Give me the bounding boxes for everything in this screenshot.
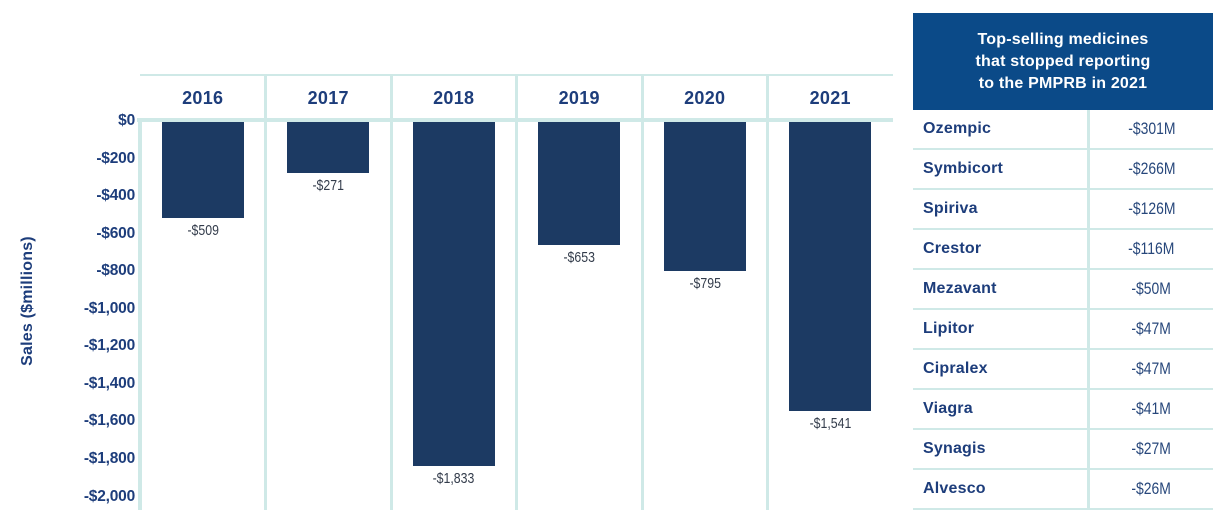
bar-value-label: -$1,833 <box>394 470 514 487</box>
column-divider <box>766 74 769 510</box>
column-divider <box>640 74 644 510</box>
medicine-value: -$47M <box>1087 310 1213 348</box>
bar <box>789 122 872 412</box>
y-tick-label: -$600 <box>96 224 135 242</box>
sales-bar-chart: Sales ($millions) $0 -$200 -$400 -$600 -$800… <box>19 74 893 510</box>
year-label: 2018 <box>433 88 475 108</box>
table-row: Crestor -$116M <box>913 230 1213 270</box>
y-tick-label: -$200 <box>96 149 135 167</box>
medicine-value-text: -$27M <box>1131 439 1172 458</box>
medicine-name: Cipralex <box>923 360 988 377</box>
bar <box>412 122 495 467</box>
medicine-value-text: -$26M <box>1131 479 1172 498</box>
year-label: 2017 <box>307 88 349 108</box>
bar <box>663 122 746 272</box>
y-tick-label: -$1,400 <box>83 374 135 392</box>
medicine-value-text: -$50M <box>1131 279 1172 298</box>
medicine-value: -$47M <box>1087 350 1213 388</box>
bar-value-label: -$271 <box>268 177 388 194</box>
y-tick-label: -$400 <box>96 187 135 205</box>
medicine-value-text: -$47M <box>1131 319 1172 338</box>
medicine-value: -$41M <box>1087 390 1213 428</box>
medicine-name: Viagra <box>923 400 973 417</box>
bar-value-label: -$795 <box>645 275 765 292</box>
table-row: Cipralex -$47M <box>913 350 1213 390</box>
bar-value-text: -$1,541 <box>809 415 852 433</box>
bar <box>161 122 244 218</box>
medicines-table: Top-selling medicines that stopped repor… <box>913 13 1213 510</box>
table-row: Lipitor -$47M <box>913 310 1213 350</box>
table-row: Mezavant -$50M <box>913 270 1213 310</box>
medicine-name: Spiriva <box>923 200 978 217</box>
medicine-value-text: -$266M <box>1127 159 1176 178</box>
medicine-name: Ozempic <box>923 120 992 137</box>
medicine-value: -$126M <box>1087 190 1213 228</box>
medicine-name: Synagis <box>923 440 986 457</box>
table-row: Alvesco -$26M <box>913 470 1213 510</box>
year-label: 2020 <box>684 88 726 108</box>
table-row: Spiriva -$126M <box>913 190 1213 230</box>
column-divider <box>389 74 393 510</box>
year-label: 2016 <box>182 88 224 108</box>
y-axis-line <box>138 118 142 510</box>
medicine-value-text: -$41M <box>1131 399 1172 418</box>
medicine-value: -$301M <box>1087 110 1213 148</box>
medicine-name: Crestor <box>923 240 982 257</box>
medicine-name: Symbicort <box>923 160 1004 177</box>
y-tick-label: -$800 <box>96 262 135 280</box>
y-tick-label: -$1,000 <box>83 299 135 317</box>
medicine-name: Mezavant <box>923 280 997 297</box>
table-row: Viagra -$41M <box>913 390 1213 430</box>
medicine-value: -$50M <box>1087 270 1213 308</box>
medicine-value-text: -$126M <box>1127 199 1176 218</box>
bar-value-text: -$653 <box>563 248 595 266</box>
bar-value-text: -$1,833 <box>432 470 475 488</box>
bar-value-label: -$1,541 <box>770 415 890 432</box>
medicine-value-text: -$47M <box>1131 359 1172 378</box>
y-tick-label: -$2,000 <box>83 487 135 505</box>
column-divider <box>515 74 518 510</box>
bar-value-text: -$795 <box>689 275 721 293</box>
bar-value-label: -$653 <box>519 249 639 266</box>
medicine-value: -$27M <box>1087 430 1213 468</box>
column-divider <box>264 74 267 510</box>
table-row: Ozempic -$301M <box>913 110 1213 150</box>
bar-value-text: -$509 <box>187 221 219 239</box>
bar-value-text: -$271 <box>312 176 344 194</box>
y-tick-label: -$1,600 <box>83 412 135 430</box>
y-tick-label: $0 <box>118 112 135 129</box>
bar-value-label: -$509 <box>143 222 263 239</box>
table-row: Symbicort -$266M <box>913 150 1213 190</box>
medicine-value: -$266M <box>1087 150 1213 188</box>
y-tick-label: -$1,800 <box>83 449 135 467</box>
bar <box>538 122 621 245</box>
medicine-name: Lipitor <box>923 320 975 337</box>
medicine-value-text: -$301M <box>1127 119 1176 138</box>
year-label: 2019 <box>558 88 600 108</box>
table-title: Top-selling medicines that stopped repor… <box>913 13 1213 110</box>
medicine-value: -$26M <box>1087 470 1213 508</box>
medicine-value: -$116M <box>1087 230 1213 268</box>
y-tick-label: -$1,200 <box>83 337 135 355</box>
medicine-value-text: -$116M <box>1128 239 1175 258</box>
table-body: Ozempic -$301M Symbicort -$266M Spiriva -$126… <box>913 110 1213 510</box>
table-row: Synagis -$27M <box>913 430 1213 470</box>
bar <box>287 122 370 173</box>
medicine-name: Alvesco <box>923 480 986 497</box>
year-label: 2021 <box>809 88 851 108</box>
